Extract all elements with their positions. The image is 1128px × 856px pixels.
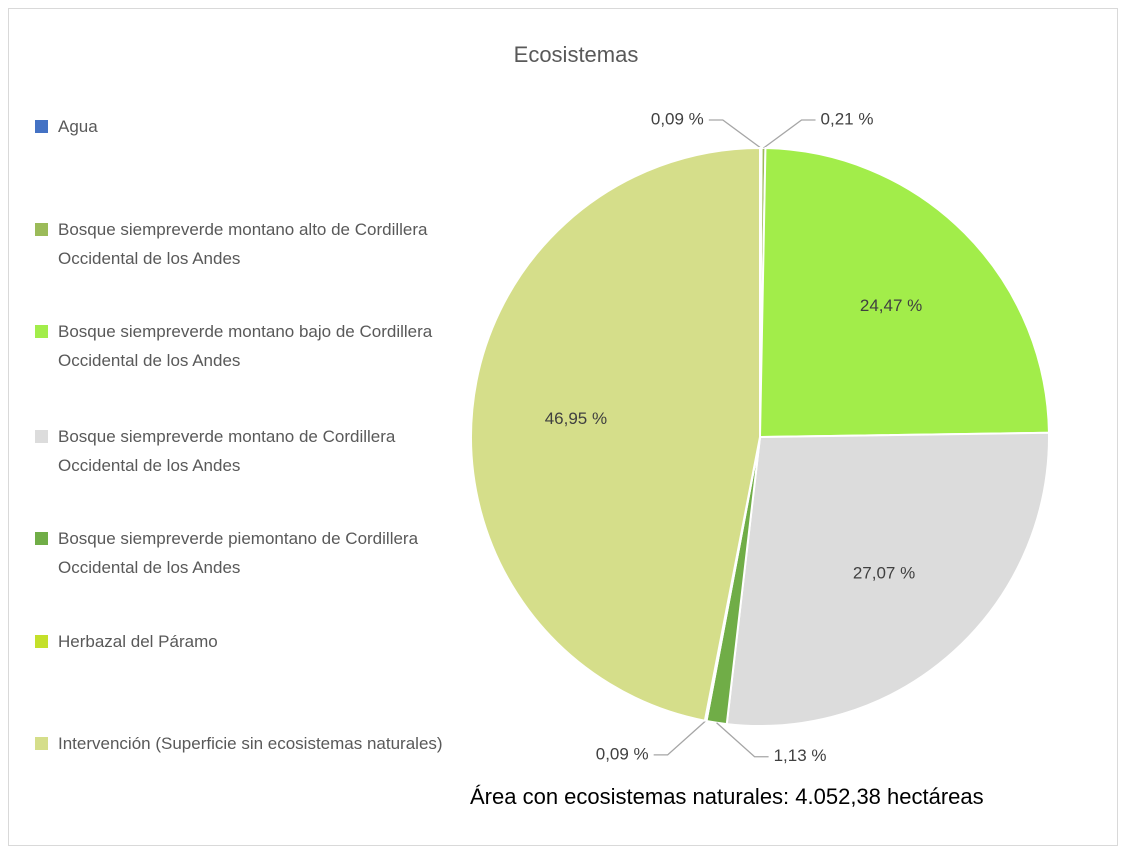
legend-label: Herbazal del Páramo [58, 632, 218, 651]
legend-item: Bosque siempreverde piemontano de Cordil… [35, 524, 445, 582]
legend-label: Bosque siempreverde montano bajo de Cord… [58, 322, 433, 370]
legend-item: Intervención (Superficie sin ecosistemas… [35, 729, 445, 758]
leader-line [763, 119, 816, 149]
legend-label: Bosque siempreverde piemontano de Cordil… [58, 529, 419, 577]
data-label: 0,09 % [651, 109, 704, 128]
leader-line [716, 722, 769, 758]
legend-swatch [35, 325, 48, 338]
legend-swatch [35, 120, 48, 133]
data-label: 1,13 % [774, 746, 827, 765]
leader-line [653, 720, 707, 756]
legend-swatch [35, 635, 48, 648]
data-label: 0,09 % [596, 744, 649, 763]
leader-line [708, 119, 762, 149]
legend-item: Bosque siempreverde montano alto de Cord… [35, 215, 445, 273]
legend-swatch [35, 737, 48, 750]
data-label: 27,07 % [853, 564, 915, 583]
pie-slice [470, 146, 761, 722]
data-label: 46,95 % [545, 409, 607, 428]
legend-swatch [35, 223, 48, 236]
data-label: 24,47 % [860, 296, 922, 315]
legend-label: Intervención (Superficie sin ecosistemas… [58, 734, 443, 753]
legend-swatch [35, 430, 48, 443]
data-label: 0,21 % [821, 110, 874, 129]
legend-swatch [35, 532, 48, 545]
annotation: Área con ecosistemas naturales: 4.052,38… [470, 784, 984, 809]
pie-slice [725, 431, 1050, 727]
legend-item: Bosque siempreverde montano bajo de Cord… [35, 317, 445, 375]
legend-label: Bosque siempreverde montano alto de Cord… [58, 220, 428, 268]
legend-label: Bosque siempreverde montano de Cordiller… [58, 427, 396, 475]
pie-slice [758, 147, 1050, 439]
chart-frame [8, 8, 1118, 846]
legend-item: Agua [35, 112, 445, 141]
chart-title: Ecosistemas [514, 42, 639, 67]
legend-item: Bosque siempreverde montano de Cordiller… [35, 422, 445, 480]
legend-label: Agua [58, 117, 98, 136]
legend-item: Herbazal del Páramo [35, 627, 445, 656]
